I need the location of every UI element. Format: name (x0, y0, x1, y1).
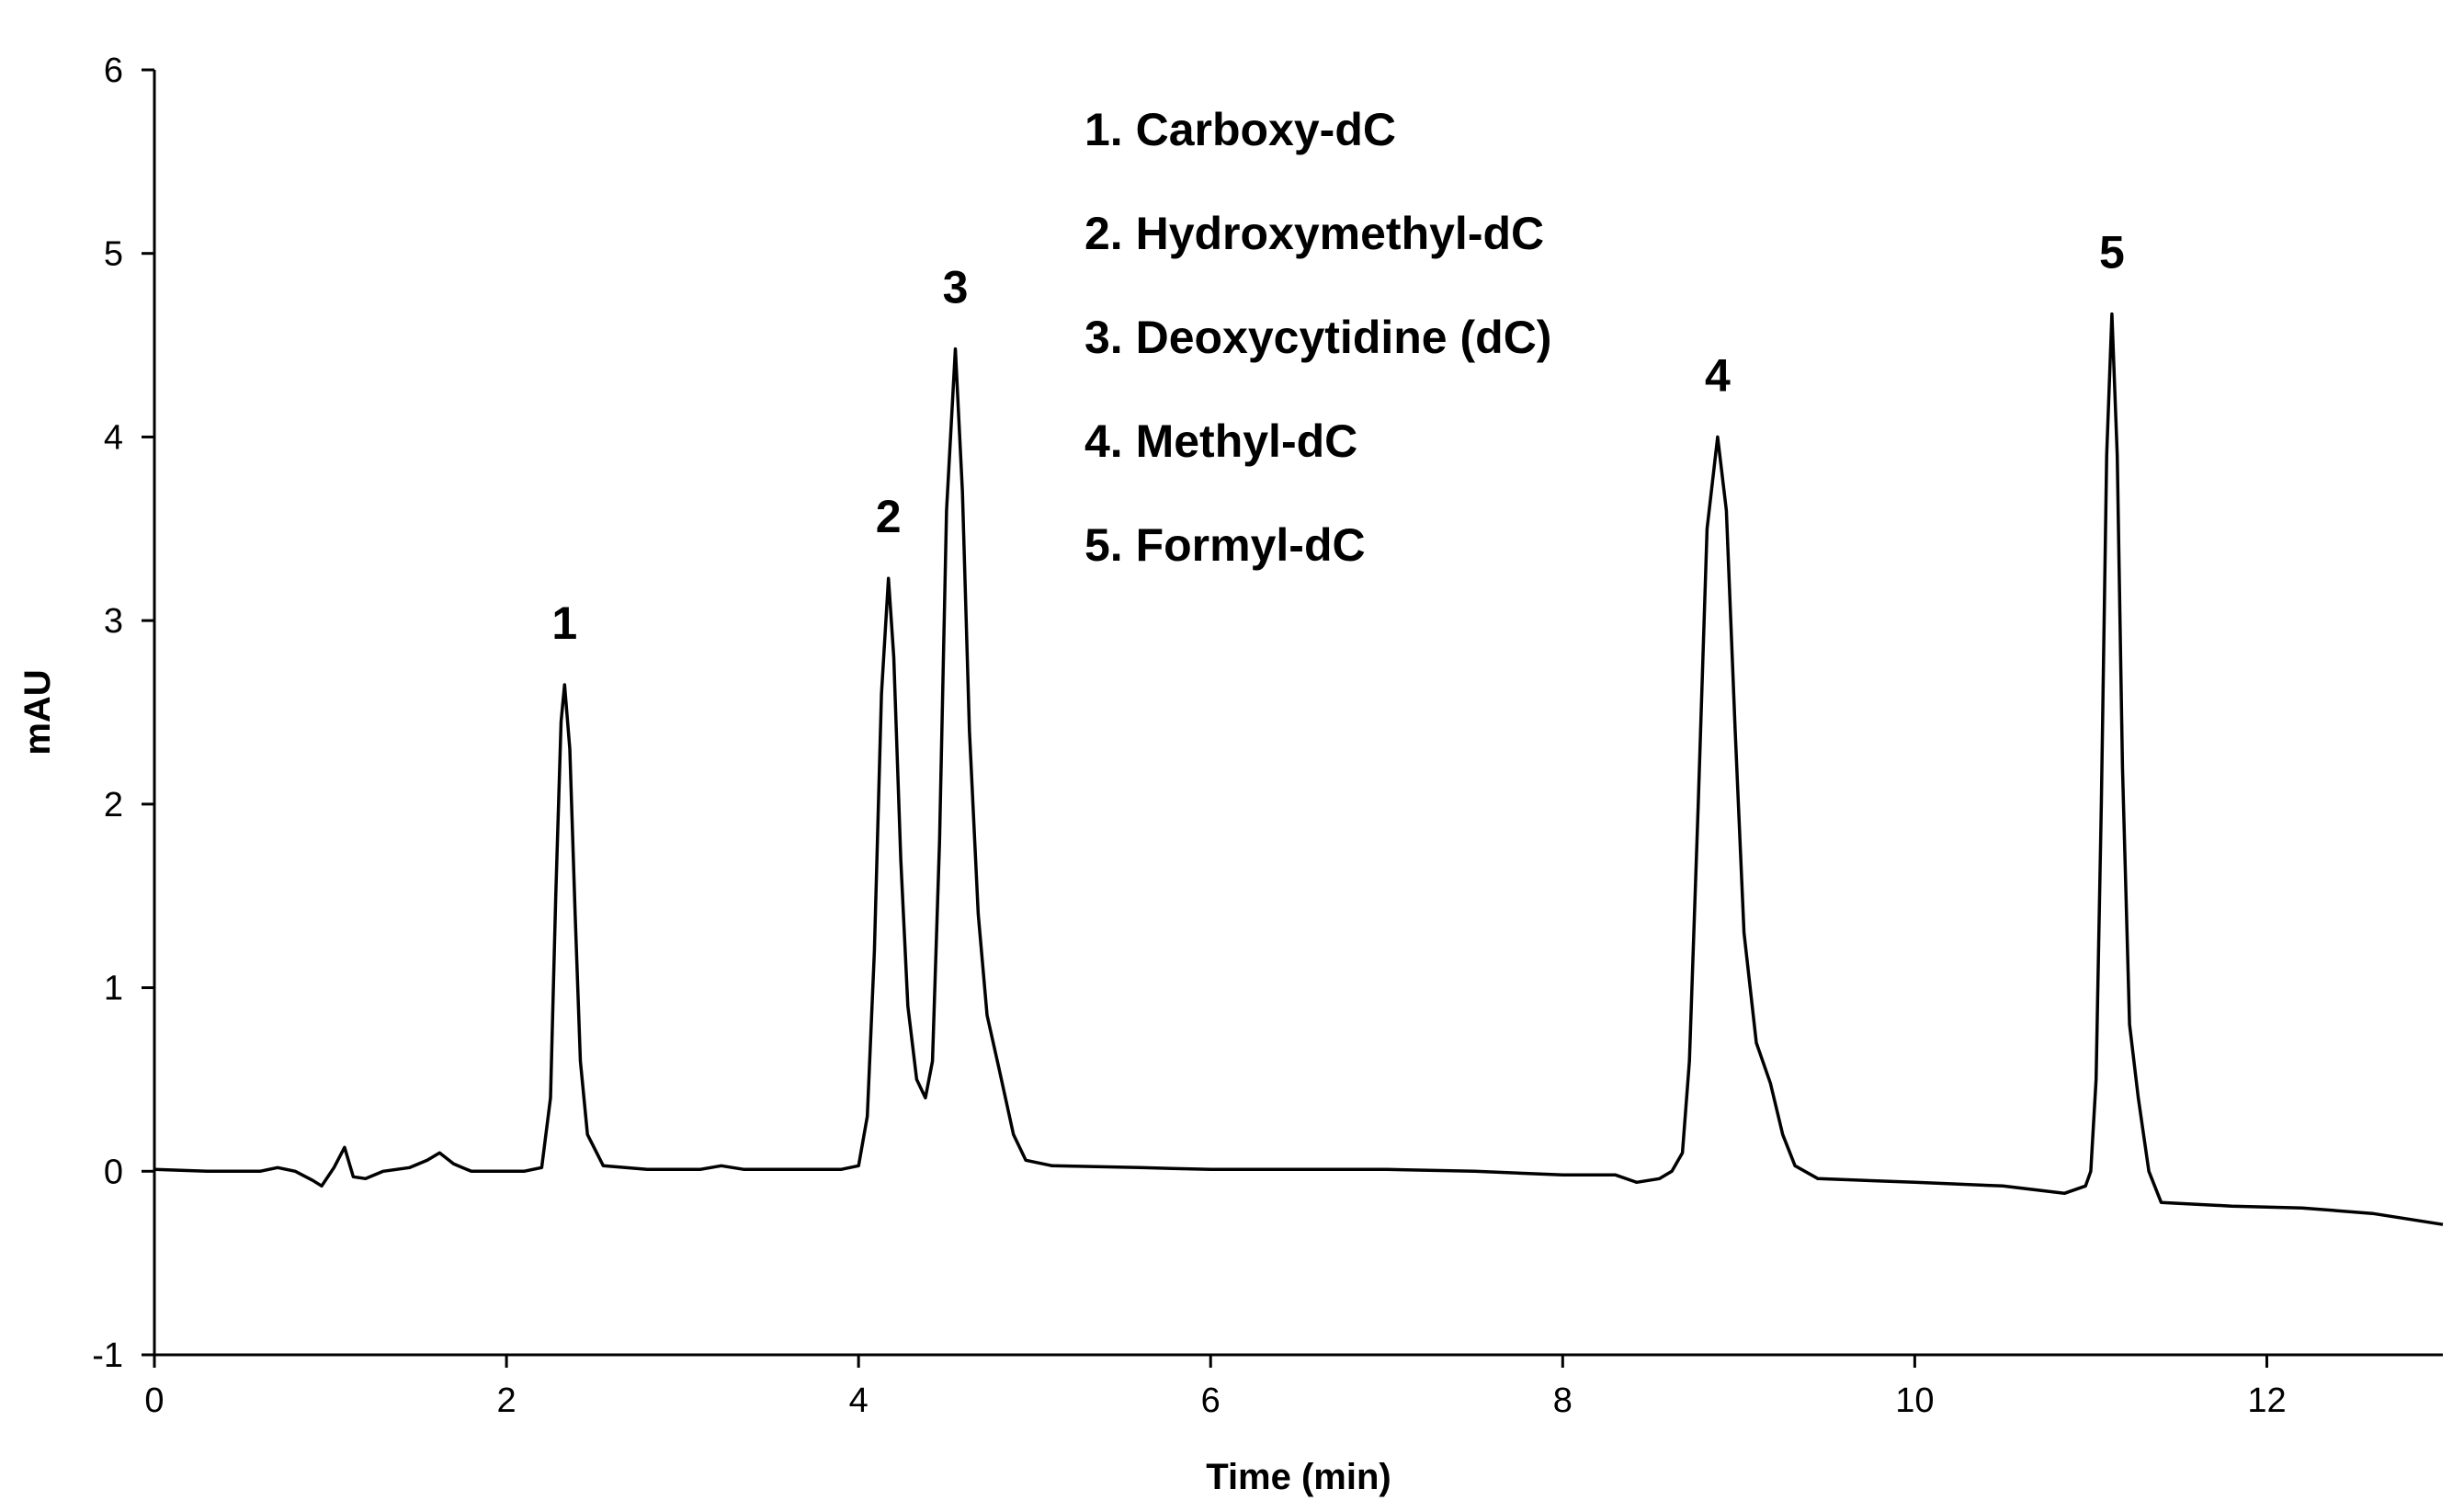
x-tick-label: 6 (1201, 1381, 1221, 1420)
x-tick-label: 4 (849, 1381, 869, 1420)
axes (153, 70, 2443, 1357)
legend: 1. Carboxy-dC 2. Hydroxymethyl-dC 3. Deoxy… (1084, 104, 1551, 571)
x-axis-title: Time (min) (1206, 1457, 1391, 1497)
peak-label: 5 (2099, 227, 2125, 279)
x-tick-label: 0 (144, 1381, 164, 1420)
legend-entry: 3. Deoxycytidine (dC) (1084, 312, 1551, 363)
x-axis-ticks: 0 2 4 6 8 10 12 (144, 1355, 2287, 1420)
peak-label: 3 (943, 262, 969, 313)
peak-label: 1 (551, 597, 577, 649)
y-tick-label: 4 (104, 418, 123, 457)
x-tick-label: 12 (2247, 1381, 2286, 1420)
legend-entry: 2. Hydroxymethyl-dC (1084, 208, 1544, 259)
legend-entry: 1. Carboxy-dC (1084, 104, 1396, 155)
y-tick-label: 5 (104, 235, 123, 274)
y-axis-title: mAU (17, 669, 58, 755)
y-tick-label: -1 (92, 1336, 123, 1375)
peak-label: 4 (1705, 349, 1731, 401)
x-tick-label: 8 (1553, 1381, 1573, 1420)
y-tick-label: 0 (104, 1153, 123, 1191)
legend-entry: 4. Methyl-dC (1084, 415, 1357, 467)
y-tick-label: 6 (104, 51, 123, 90)
y-tick-label: 3 (104, 602, 123, 641)
legend-entry: 5. Formyl-dC (1084, 519, 1366, 571)
peak-label: 2 (876, 491, 902, 542)
x-tick-label: 10 (1895, 1381, 1934, 1420)
peak-labels: 1 2 3 4 5 (551, 227, 2124, 649)
y-tick-label: 2 (104, 786, 123, 824)
x-tick-label: 2 (497, 1381, 517, 1420)
chromatogram-trace (153, 312, 2444, 1226)
y-tick-label: 1 (104, 970, 123, 1008)
y-axis-ticks: -1 0 1 2 3 4 5 6 (92, 51, 154, 1375)
